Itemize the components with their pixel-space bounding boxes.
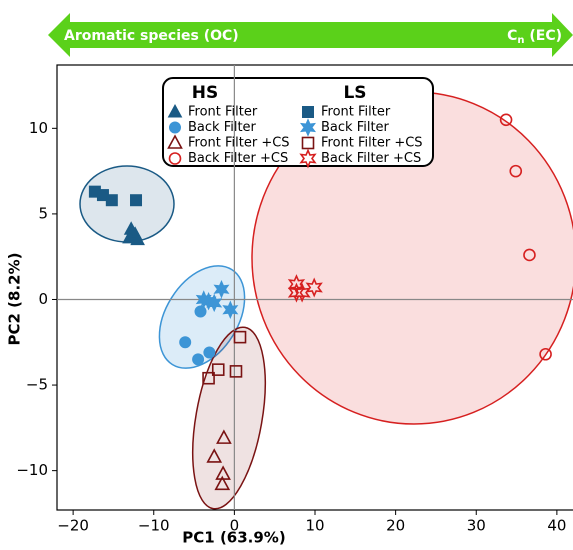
point: [233, 330, 247, 344]
arrow-left-label: Aromatic species (OC): [64, 28, 239, 44]
x-tick-label: 0: [230, 517, 240, 535]
point: [202, 371, 215, 385]
point: [213, 279, 230, 299]
ellipses: [79, 91, 573, 510]
x-tick-label: −20: [57, 517, 89, 535]
legend-marker: [301, 136, 315, 150]
legend-marker: [168, 152, 182, 165]
direction-arrow: [48, 13, 573, 57]
y-axis-label: PC2 (8.2%): [6, 253, 24, 346]
legend-box: [162, 77, 434, 167]
arrow-right-base: C: [507, 28, 517, 44]
point: [194, 305, 207, 318]
legend-label: Back Filter: [188, 120, 257, 135]
point: [305, 277, 323, 298]
point: [499, 113, 513, 127]
legend-label: Back Filter +CS: [188, 151, 288, 166]
arrow-right-label: Cn (EC): [507, 28, 562, 46]
point: [195, 290, 212, 309]
point: [539, 347, 552, 361]
arrow-right-sub: n: [517, 35, 524, 46]
legend-label: Front Filter +CS: [321, 136, 423, 151]
x-tick-label: 10: [305, 517, 324, 535]
legend-label: Front Filter +CS: [188, 136, 290, 151]
legend-label: Back Filter +CS: [321, 151, 421, 166]
y-tick-label: 10: [29, 119, 48, 137]
legend-title: HS: [192, 83, 218, 103]
legend-marker: [299, 118, 317, 137]
point: [122, 229, 137, 244]
point: [206, 448, 223, 463]
arrow-right-rest: (EC): [524, 28, 562, 44]
legend-title: LS: [343, 83, 366, 103]
legend-marker: [167, 134, 183, 149]
legend-marker: [299, 148, 317, 169]
point: [105, 194, 118, 207]
point: [211, 363, 225, 376]
point: [203, 346, 216, 359]
x-tick-label: −10: [138, 517, 170, 535]
point: [179, 336, 192, 349]
x-tick-label: 40: [547, 517, 566, 535]
point: [287, 274, 306, 295]
point: [216, 429, 232, 444]
legend-marker: [169, 121, 181, 134]
point: [214, 475, 231, 491]
legend-label: Front Filter: [321, 105, 391, 120]
legend-label: Back Filter: [321, 120, 390, 135]
point: [229, 365, 243, 378]
plot-frame: [56, 64, 573, 511]
legend-marker: [302, 106, 314, 118]
point: [523, 248, 536, 262]
x-tick-label: 30: [467, 517, 486, 535]
point: [130, 194, 143, 207]
point: [509, 164, 523, 178]
y-tick-label: 0: [38, 290, 48, 308]
y-tick-label: 5: [38, 204, 48, 222]
legend-label: Front Filter: [188, 105, 258, 120]
legend-marker: [167, 103, 183, 118]
y-tick-label: −10: [16, 461, 48, 479]
y-tick-label: −5: [26, 376, 48, 394]
point: [192, 353, 205, 366]
plot-area: [57, 65, 573, 510]
x-tick-label: 20: [386, 517, 405, 535]
point: [222, 300, 239, 319]
x-axis-label: PC1 (63.9%): [182, 529, 285, 547]
